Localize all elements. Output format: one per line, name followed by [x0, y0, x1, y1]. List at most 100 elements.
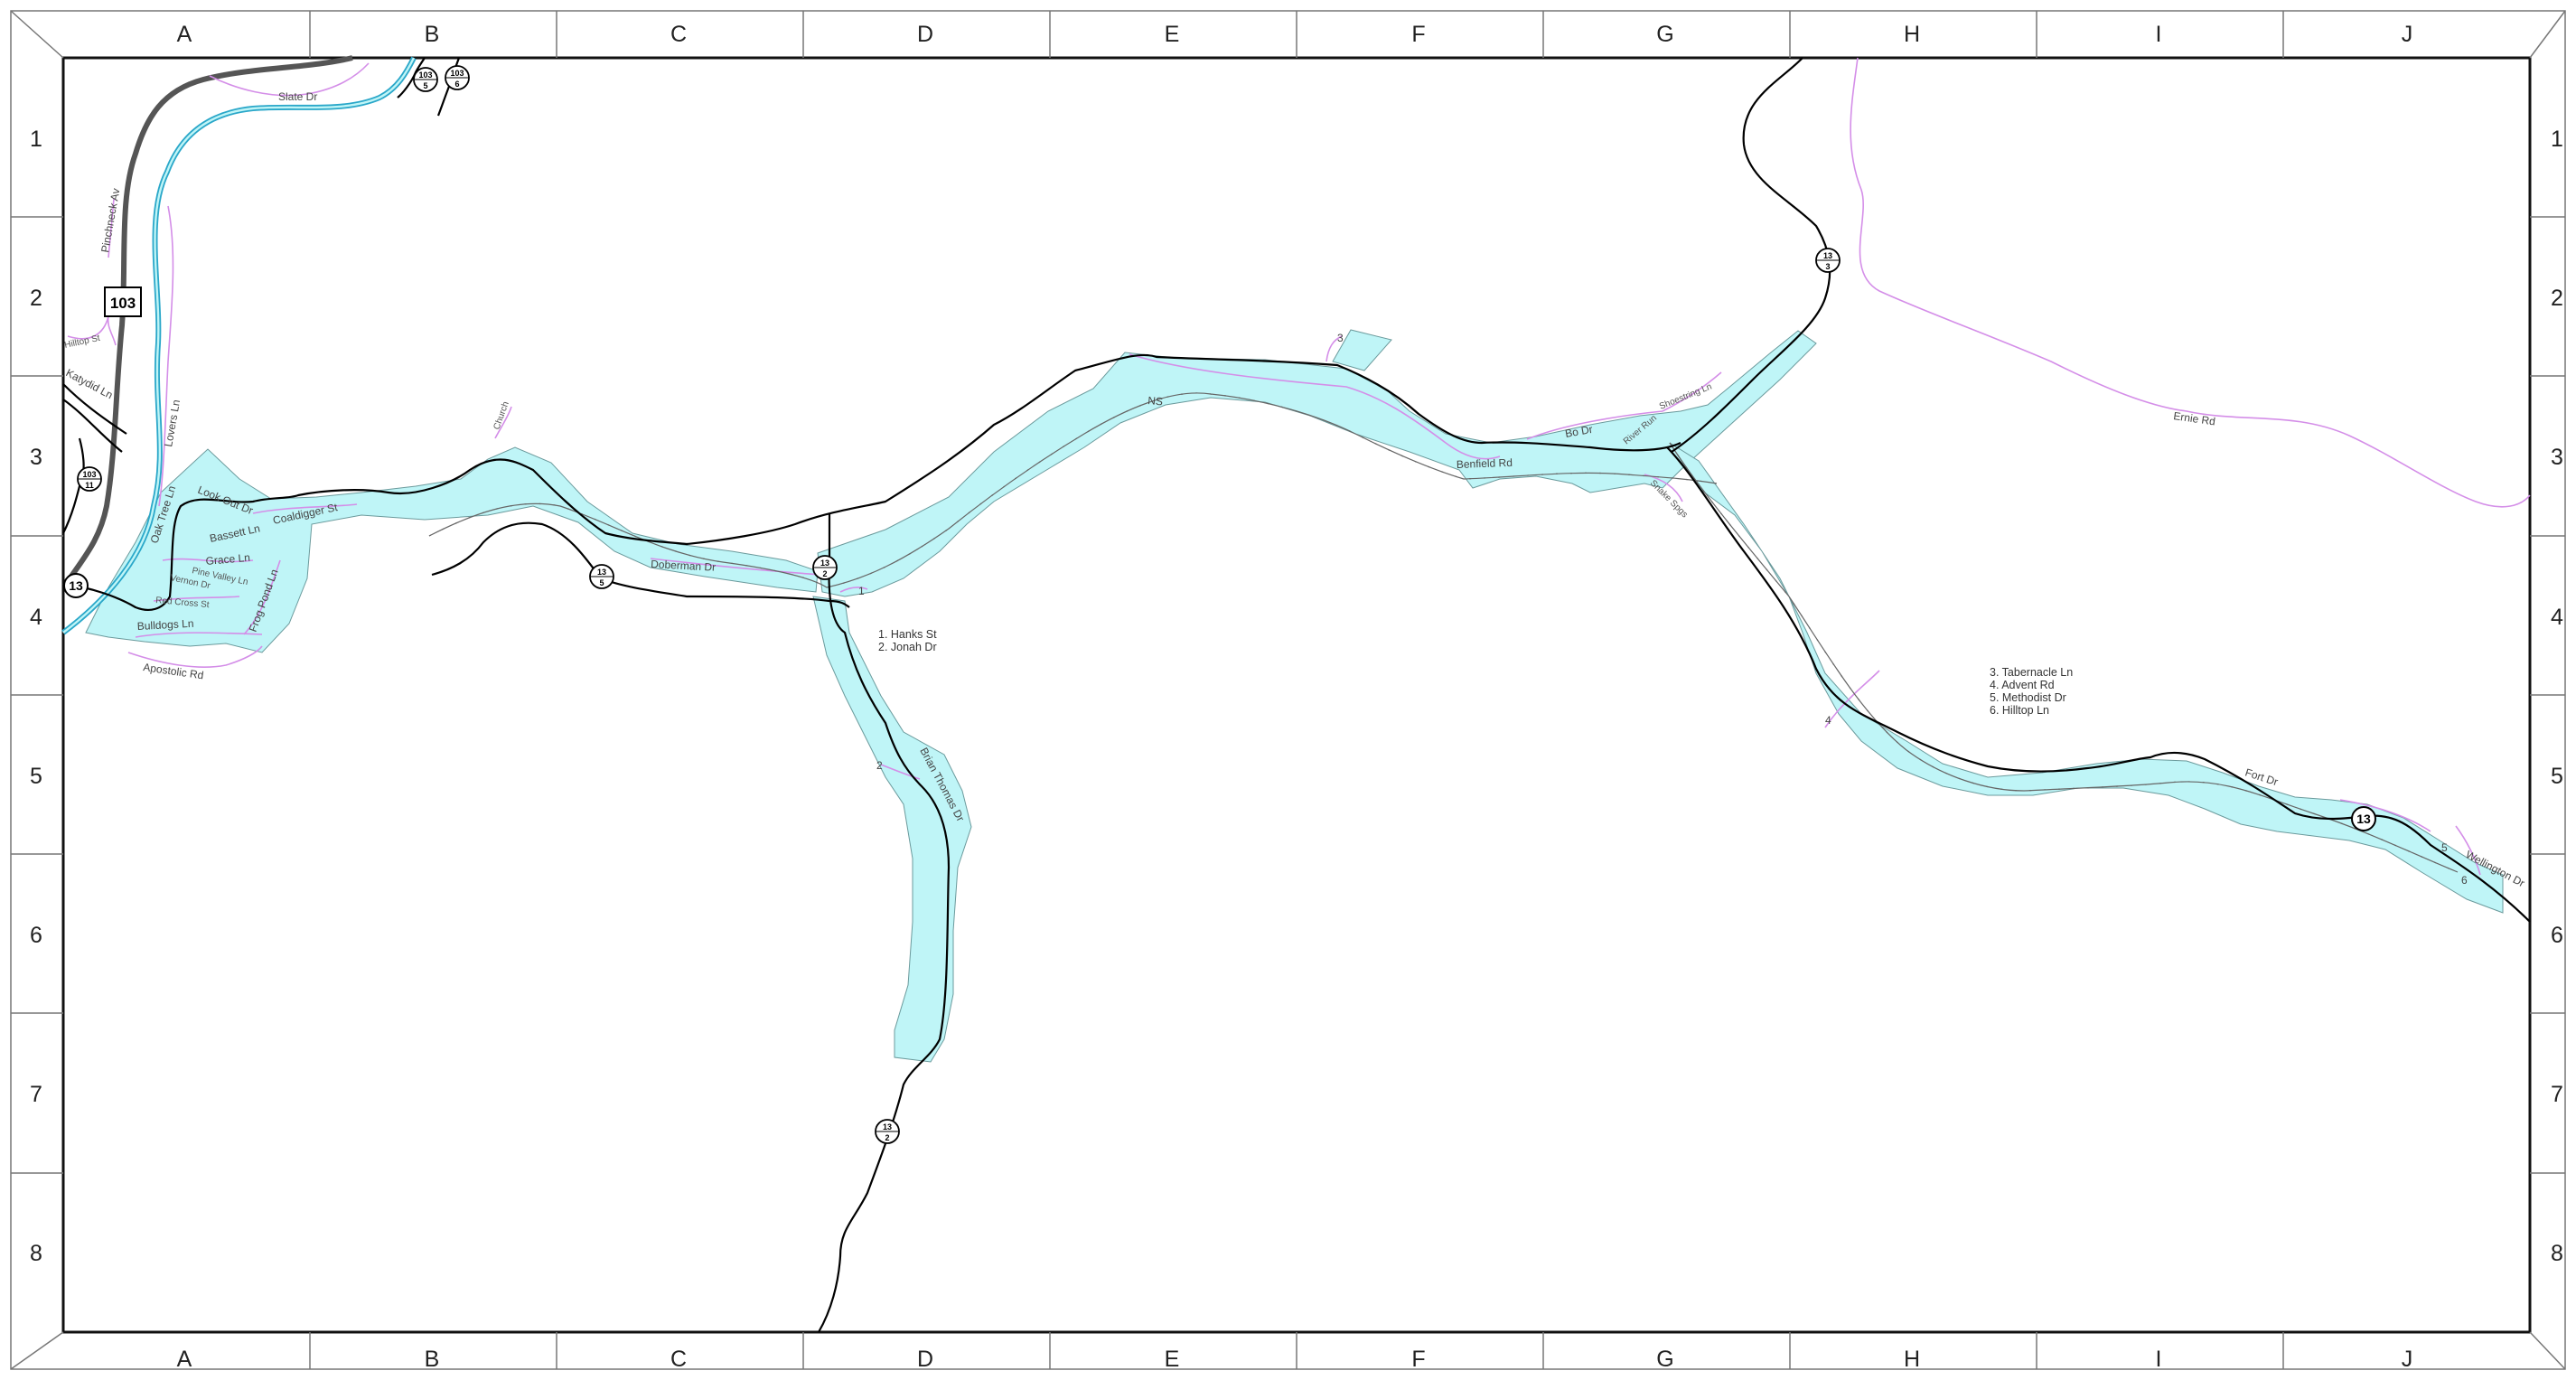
legend-item: 1. Hanks St: [878, 628, 937, 641]
row-label-1: 1: [2551, 127, 2563, 152]
callout-1: 1: [858, 585, 865, 597]
legend-item: 2. Jonah Dr: [878, 641, 937, 653]
row-label-8: 8: [2551, 1241, 2563, 1266]
col-label-c: C: [670, 1347, 687, 1372]
col-label-j: J: [2402, 22, 2413, 47]
floodplain-notch: [1332, 329, 1392, 371]
wellington-dr: [2455, 825, 2481, 876]
row-label-4: 4: [30, 605, 42, 630]
col-label-i: I: [2156, 22, 2162, 47]
row-label-3: 3: [2551, 445, 2563, 470]
county-route-number: 13: [820, 559, 829, 568]
county-route-suffix: 2: [885, 1133, 889, 1142]
col-label-g: G: [1656, 1347, 1673, 1372]
legend-item: 6. Hilltop Ln: [1990, 704, 2049, 717]
apostolic-rd: [127, 645, 263, 668]
county-route-number: 103: [82, 470, 96, 479]
col-label-f: F: [1411, 1347, 1425, 1372]
route-13-west: [62, 353, 1681, 611]
county-route-number: 103: [418, 70, 432, 80]
county-13-3-shield: 13 3: [1815, 248, 1841, 273]
us-103-shield: 103: [104, 286, 142, 317]
col-label-i: I: [2156, 1347, 2162, 1372]
row-label-7: 7: [2551, 1082, 2563, 1107]
row-label-6: 6: [2551, 923, 2563, 948]
column-labels-bottom: A B C D E F G H I J: [177, 1347, 2413, 1372]
county-route-number: 13: [1823, 251, 1832, 260]
legend-item: 4. Advent Rd: [1990, 679, 2055, 691]
frog-pond-ln: [243, 559, 281, 635]
row-label-5: 5: [2551, 764, 2563, 789]
county-route-suffix: 11: [85, 481, 94, 490]
katydid-ln-road: [62, 383, 127, 453]
row-label-3: 3: [30, 445, 42, 470]
river: [61, 56, 417, 635]
callouts: 1 2 3 4 5 6: [858, 332, 2468, 887]
callout-3: 3: [1337, 332, 1344, 344]
col-label-f: F: [1411, 22, 1425, 47]
label-bulldogs-ln: Bulldogs Ln: [136, 617, 193, 633]
county-route-suffix: 6: [454, 80, 459, 89]
us-103-number: 103: [110, 295, 136, 312]
col-label-d: D: [917, 1347, 933, 1372]
floodplain-south: [812, 596, 972, 1063]
legend-item: 3. Tabernacle Ln: [1990, 666, 2073, 679]
county-route-suffix: 2: [822, 569, 827, 578]
minor-roads: [67, 57, 2531, 876]
brian-thomas-spur: [880, 764, 921, 780]
county-13-2-shield-north: 13 2: [812, 555, 838, 580]
label-bo-dr: Bo Dr: [1564, 423, 1594, 440]
label-ns: NS: [1147, 394, 1164, 408]
church-spur: [494, 406, 512, 439]
hanks-st: [839, 587, 868, 593]
row-label-5: 5: [30, 764, 42, 789]
col-label-a: A: [177, 1347, 192, 1372]
col-label-e: E: [1165, 1347, 1180, 1372]
county-route-number: 13: [883, 1122, 892, 1131]
col-label-b: B: [425, 22, 440, 47]
railroad-line: [428, 392, 2459, 873]
shoestring-ln: [1662, 371, 1722, 412]
county-route-number: 103: [450, 69, 464, 78]
doberman-dr: [650, 558, 823, 576]
callout-2: 2: [876, 759, 883, 772]
advent-rd: [1824, 670, 1880, 728]
ns-spur: [1129, 353, 1501, 460]
callout-6: 6: [2461, 874, 2468, 887]
notch-spur: [1325, 335, 1343, 362]
label-doberman-dr: Doberman Dr: [651, 558, 717, 574]
callout-5: 5: [2441, 841, 2448, 854]
county-103-11-shield: 103 11: [77, 466, 102, 492]
bo-dr: [1526, 410, 1663, 440]
row-labels-right: 1 2 3 4 5 6 7 8: [2551, 127, 2563, 1266]
county-route-suffix: 3: [1825, 262, 1830, 271]
sr-13-number: 13: [2356, 812, 2371, 826]
label-slate-dr: Slate Dr: [278, 90, 317, 103]
county-route-number: 13: [597, 568, 606, 577]
legend-street-index-2: 3. Tabernacle Ln 4. Advent Rd 5. Methodi…: [1990, 666, 2073, 717]
sr-13-shield-west: 13: [63, 573, 89, 598]
row-label-1: 1: [30, 127, 42, 152]
legend-street-index-1: 1. Hanks St 2. Jonah Dr: [878, 628, 937, 653]
county-route-suffix: 5: [423, 81, 427, 90]
row-label-2: 2: [30, 286, 42, 311]
col-label-j: J: [2402, 1347, 2413, 1372]
route-shields: 103 13 13 103 5 103 6 103 11: [63, 65, 2376, 1144]
pinchneck-spur: [108, 198, 115, 258]
county-route-suffix: 5: [599, 578, 604, 587]
highway-103: [62, 55, 353, 587]
col-label-h: H: [1904, 22, 1920, 47]
county-103-5-shield: 103 5: [413, 67, 438, 92]
col-label-a: A: [177, 22, 192, 47]
route-13-east: [1666, 446, 2531, 923]
red-cross-st: [153, 596, 240, 602]
row-label-2: 2: [2551, 286, 2563, 311]
col-label-h: H: [1904, 1347, 1920, 1372]
lovers-ln: [158, 205, 174, 507]
label-ernie-rd: Ernie Rd: [2173, 409, 2216, 427]
row-label-4: 4: [2551, 605, 2563, 630]
row-label-7: 7: [30, 1082, 42, 1107]
ernie-rd: [1850, 57, 2531, 508]
